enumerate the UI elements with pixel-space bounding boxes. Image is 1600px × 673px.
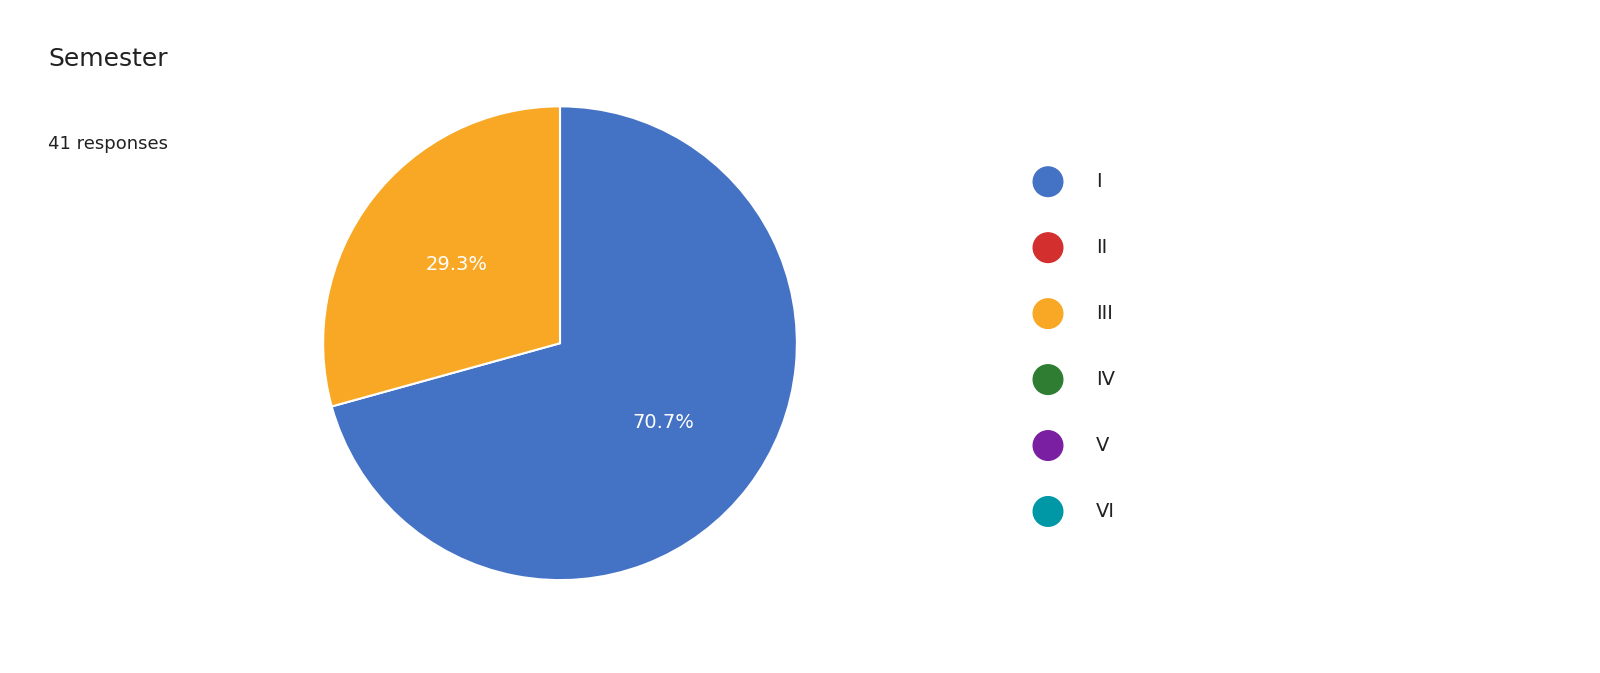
Text: Semester: Semester (48, 47, 168, 71)
Text: II: II (1096, 238, 1107, 257)
Text: 70.7%: 70.7% (632, 413, 694, 431)
Text: V: V (1096, 436, 1109, 455)
Text: III: III (1096, 304, 1114, 323)
Text: 29.3%: 29.3% (426, 255, 488, 274)
Text: I: I (1096, 172, 1102, 191)
Wedge shape (331, 106, 797, 580)
Text: 41 responses: 41 responses (48, 135, 168, 153)
Text: VI: VI (1096, 502, 1115, 521)
Text: IV: IV (1096, 370, 1115, 389)
Wedge shape (323, 106, 560, 406)
